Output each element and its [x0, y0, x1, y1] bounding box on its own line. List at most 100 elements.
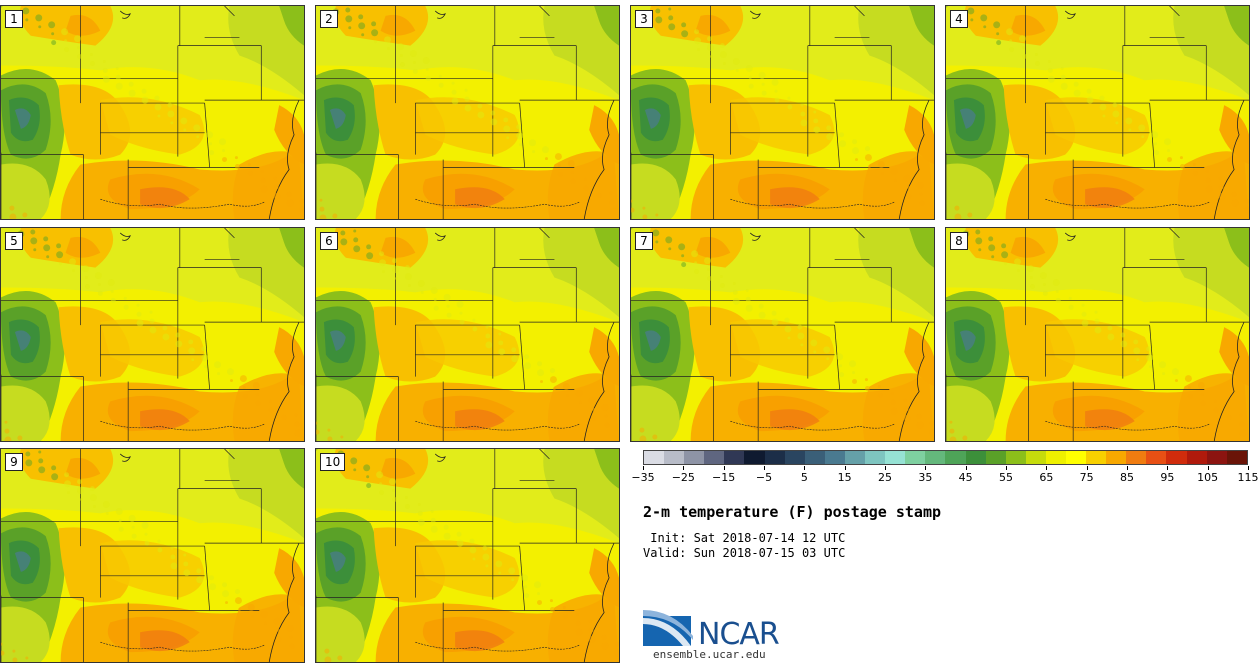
colorbar-segment — [644, 451, 665, 464]
colorbar-tick — [1127, 466, 1128, 470]
member-panel-2[interactable]: 2 — [315, 5, 620, 220]
colorbar-segment — [1025, 451, 1046, 464]
temperature-map — [946, 6, 1249, 219]
colorbar-segment — [1166, 451, 1187, 464]
colorbar-tick-label: −35 — [631, 471, 655, 484]
member-panel-3[interactable]: 3 — [630, 5, 935, 220]
colorbar-segment — [905, 451, 926, 464]
colorbar-tick — [1167, 466, 1169, 470]
colorbar-tick — [1046, 466, 1048, 470]
colorbar-segment — [1045, 451, 1066, 464]
temperature-colorbar — [643, 450, 1248, 465]
colorbar-segment — [925, 451, 946, 464]
colorbar-segment — [1126, 451, 1147, 464]
colorbar-tick — [1086, 466, 1088, 470]
colorbar-segment — [985, 451, 1006, 464]
colorbar-segment — [1226, 451, 1247, 464]
colorbar-tick-label: 115 — [1237, 471, 1259, 484]
colorbar-tick-label: 75 — [1079, 471, 1094, 484]
member-number: 1 — [5, 10, 23, 28]
colorbar-tick-label: 65 — [1039, 471, 1054, 484]
ncar-logo-text: NCAR — [698, 617, 780, 652]
colorbar-tick-label: 15 — [837, 471, 852, 484]
colorbar-segment — [1106, 451, 1127, 464]
colorbar-tick-label: −15 — [712, 471, 736, 484]
colorbar-tick-label: 35 — [918, 471, 933, 484]
colorbar-tick-label: −5 — [755, 471, 773, 484]
member-panel-10[interactable]: 10 — [315, 448, 620, 663]
site-url[interactable]: ensemble.ucar.edu — [653, 648, 766, 661]
colorbar-tick-label: 85 — [1120, 471, 1134, 484]
colorbar-segment — [1206, 451, 1227, 464]
colorbar-tick-label: 55 — [999, 471, 1013, 484]
colorbar-segment — [704, 451, 725, 464]
colorbar-segment — [885, 451, 906, 464]
temperature-map — [631, 6, 934, 219]
colorbar-tick — [844, 466, 846, 470]
colorbar-segment — [1086, 451, 1107, 464]
temperature-map — [1, 228, 304, 441]
temperature-map — [316, 6, 619, 219]
valid-time: Valid: Sun 2018-07-15 03 UTC — [643, 546, 846, 560]
colorbar-segment — [1146, 451, 1167, 464]
colorbar-segment — [684, 451, 705, 464]
colorbar-segment — [824, 451, 845, 464]
colorbar-segment — [965, 451, 986, 464]
colorbar-segment — [764, 451, 785, 464]
colorbar-tick — [1248, 466, 1249, 470]
colorbar-tick-label: 105 — [1197, 471, 1219, 484]
colorbar-tick — [1006, 466, 1007, 470]
colorbar-tick-label: 45 — [958, 471, 973, 484]
member-panel-5[interactable]: 5 — [0, 227, 305, 442]
colorbar-segment — [865, 451, 886, 464]
colorbar-segment — [945, 451, 966, 464]
colorbar-tick — [804, 466, 806, 470]
temperature-map — [316, 449, 619, 662]
colorbar-segment — [784, 451, 805, 464]
temperature-map — [631, 228, 934, 441]
colorbar-tick-label: 5 — [800, 471, 808, 484]
plot-title: 2-m temperature (F) postage stamp — [643, 503, 942, 521]
member-number: 5 — [5, 232, 23, 250]
member-number: 4 — [950, 10, 968, 28]
colorbar-tick — [764, 466, 765, 470]
member-panel-8[interactable]: 8 — [945, 227, 1250, 442]
colorbar-tick — [965, 466, 967, 470]
colorbar-tick — [885, 466, 886, 470]
member-panel-9[interactable]: 9 — [0, 448, 305, 663]
temperature-map — [946, 228, 1249, 441]
temperature-map — [1, 6, 304, 219]
colorbar-tick — [1207, 466, 1209, 470]
member-panel-4[interactable]: 4 — [945, 5, 1250, 220]
member-number: 3 — [635, 10, 653, 28]
colorbar-segment — [844, 451, 866, 464]
colorbar-tick — [723, 466, 725, 470]
colorbar-segment — [804, 451, 825, 464]
colorbar-tick-label: 95 — [1160, 471, 1175, 484]
member-number: 6 — [320, 232, 338, 250]
init-time: Init: Sat 2018-07-14 12 UTC — [643, 531, 846, 545]
member-panel-7[interactable]: 7 — [630, 227, 935, 442]
colorbar-ticks: −35 −25 −15 −5 5 15 25 35 45 55 65 75 85 95 105 115 — [631, 466, 1259, 488]
colorbar-segment — [1186, 451, 1207, 464]
colorbar-segment — [1005, 451, 1026, 464]
member-number: 8 — [950, 232, 968, 250]
ncar-logo-icon — [643, 610, 693, 646]
colorbar-tick-label: −25 — [671, 471, 695, 484]
temperature-map — [1, 449, 304, 662]
member-number: 7 — [635, 232, 653, 250]
colorbar-tick — [643, 466, 644, 470]
colorbar-tick — [683, 466, 685, 470]
temperature-map — [316, 228, 619, 441]
member-number: 9 — [5, 453, 23, 471]
colorbar-segment — [1065, 451, 1087, 464]
member-panel-1[interactable]: 1 — [0, 5, 305, 220]
colorbar-segment — [664, 451, 685, 464]
member-number: 2 — [320, 10, 338, 28]
colorbar-segment — [724, 451, 745, 464]
colorbar-segment — [744, 451, 765, 464]
member-panel-6[interactable]: 6 — [315, 227, 620, 442]
member-number: 10 — [320, 453, 346, 471]
colorbar-tick — [925, 466, 927, 470]
colorbar-tick-label: 25 — [878, 471, 892, 484]
